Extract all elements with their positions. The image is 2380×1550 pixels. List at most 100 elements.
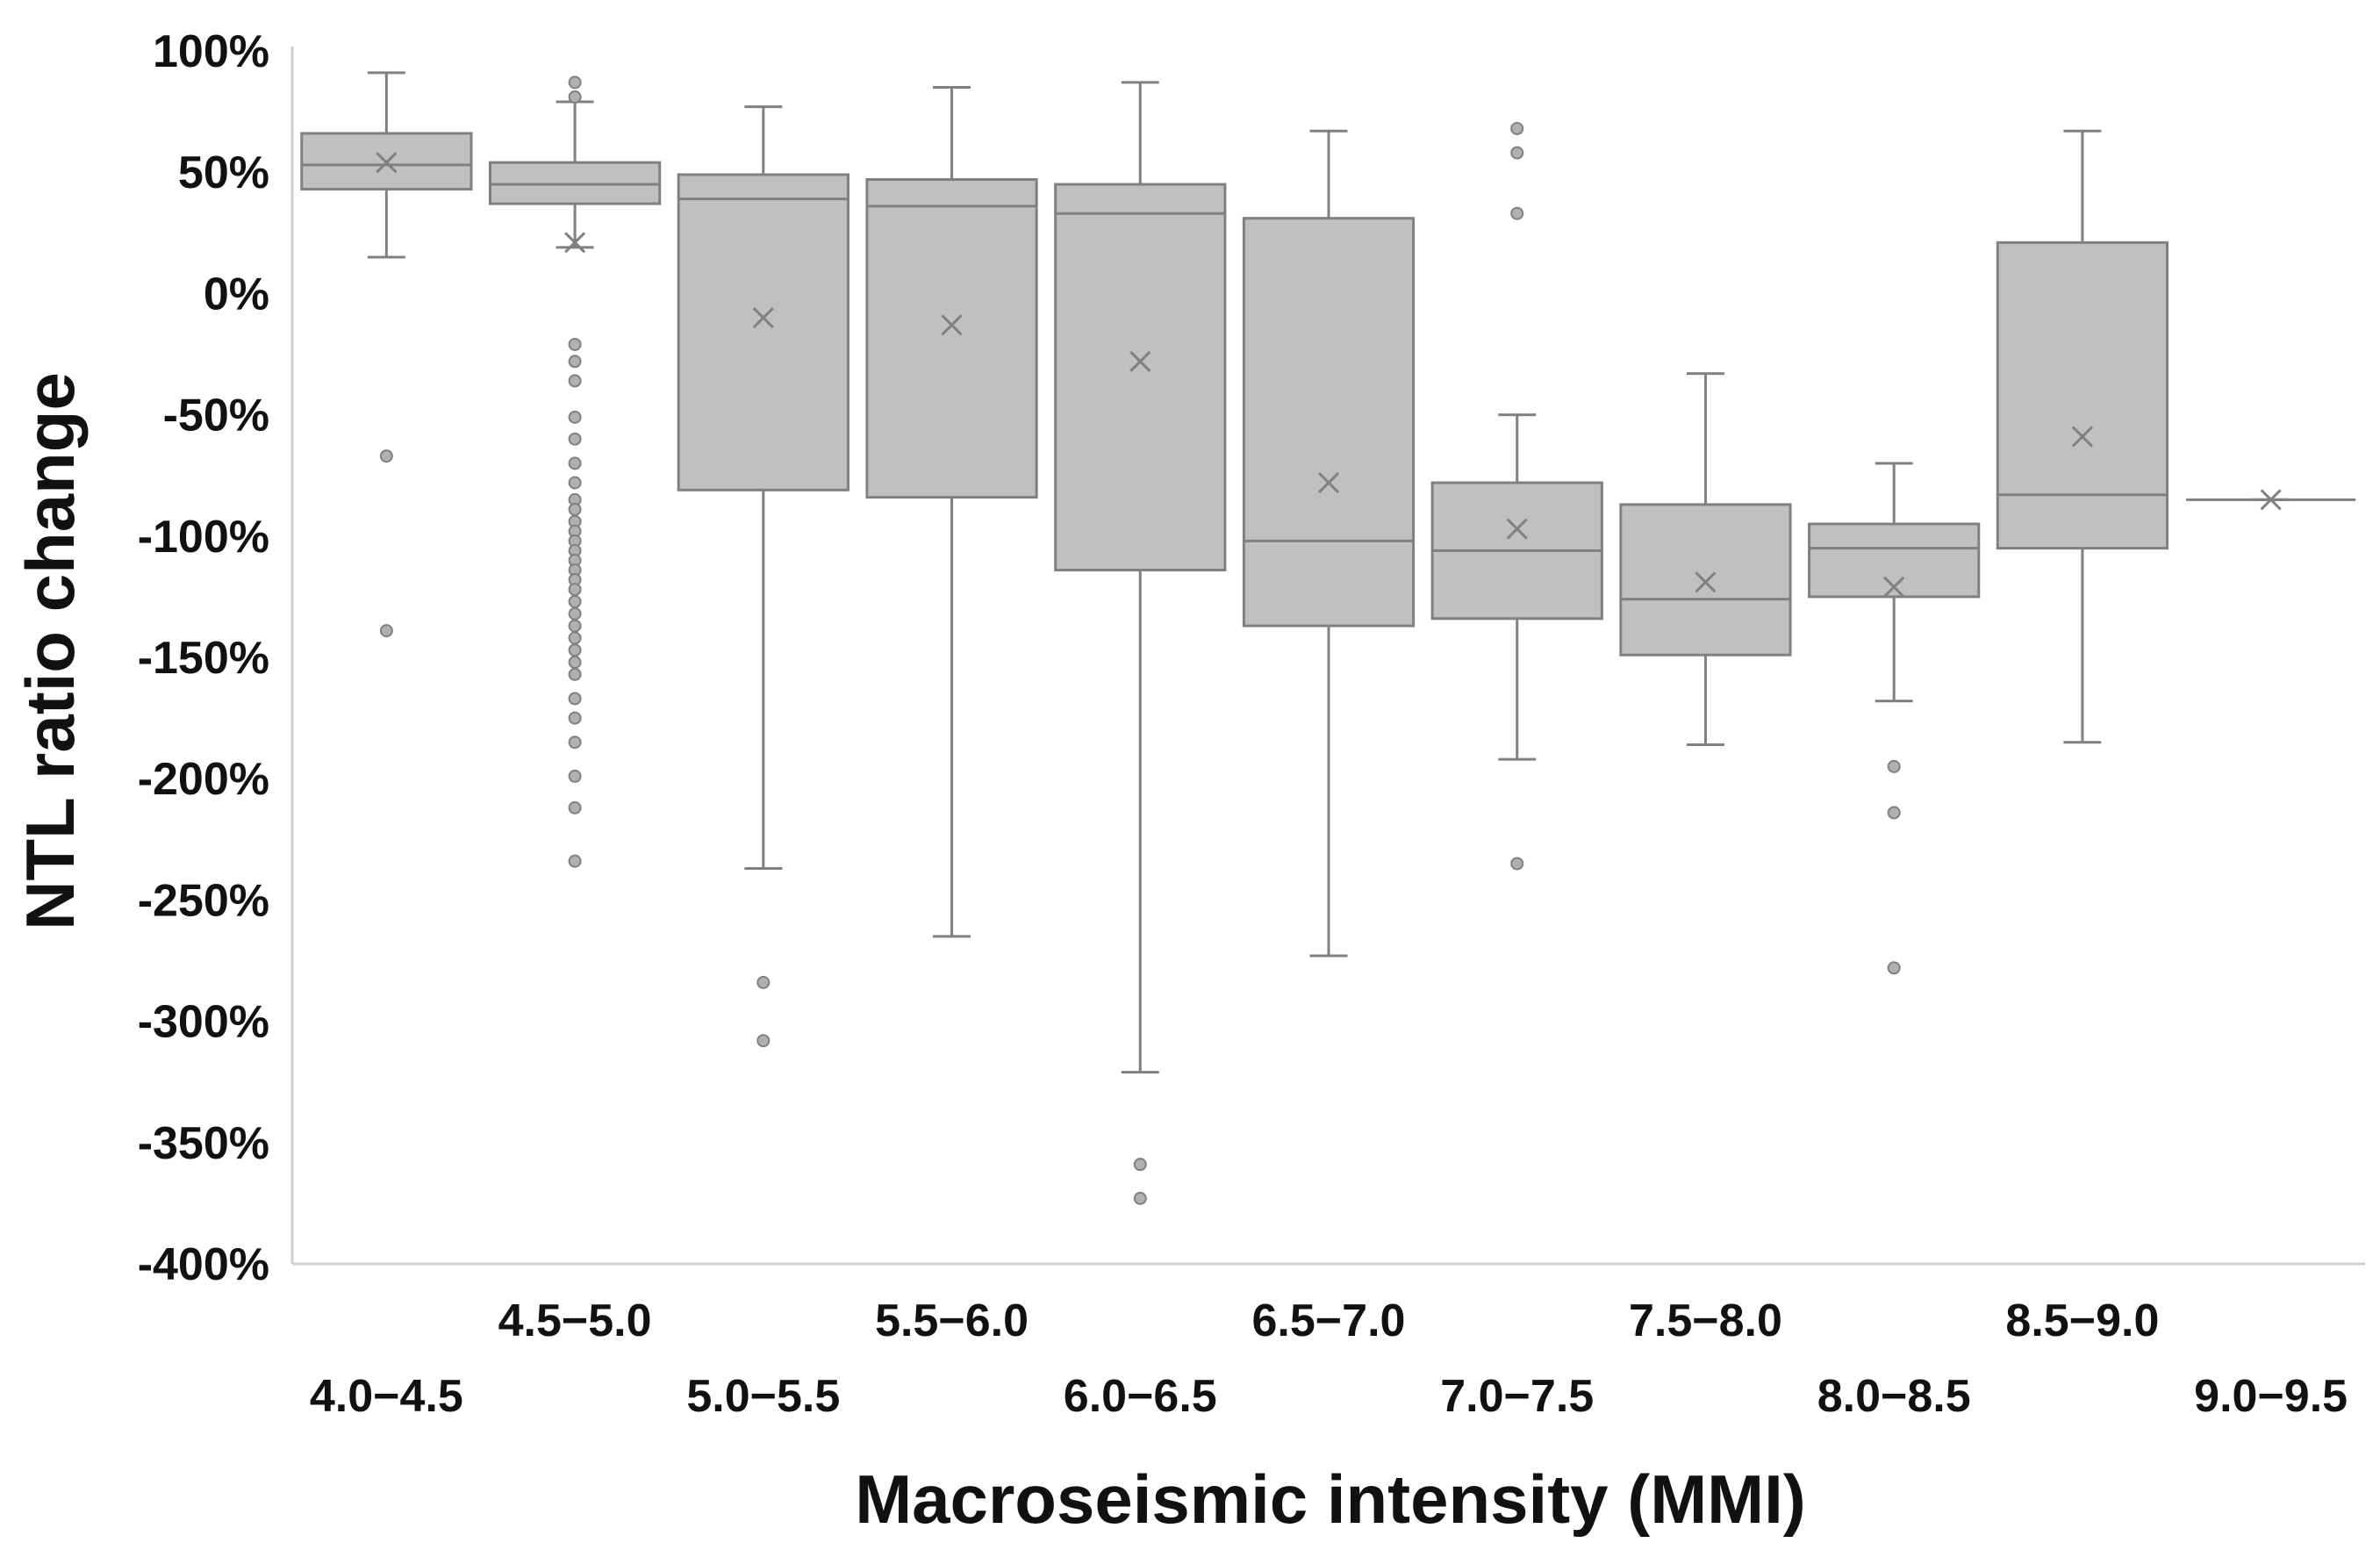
y-axis-title: NTL ratio change (11, 372, 89, 930)
outlier-point (568, 410, 582, 424)
y-tick-label: 50% (178, 147, 269, 198)
y-axis-tick-labels: 100% 50% 0% -50% -100% -150% -200% -250% -300% -3… (138, 26, 269, 1290)
x-category-label: 6.0−6.5 (1064, 1371, 1217, 1422)
box-group (300, 71, 473, 638)
mean-marker (2260, 489, 2282, 511)
box-group (865, 85, 1038, 938)
outlier-point (568, 75, 582, 90)
outlier-point (379, 624, 393, 638)
x-axis-title: Macroseismic intensity (MMI) (855, 1460, 1806, 1538)
iqr-box (1996, 240, 2169, 550)
outlier-point (568, 606, 582, 621)
outlier-point (568, 583, 582, 597)
x-category-label: 9.0−9.5 (2194, 1371, 2348, 1422)
iqr-box (1808, 522, 1981, 599)
mean-marker-stroke (752, 306, 774, 329)
outlier-point (568, 90, 582, 104)
mean-marker-stroke (2071, 426, 2093, 448)
y-tick-label: -250% (138, 875, 269, 926)
y-tick-label: 0% (204, 269, 269, 319)
outlier-point (1510, 121, 1524, 135)
outlier-point (1887, 759, 1901, 773)
box-group (1996, 129, 2169, 744)
mean-marker-stroke (1317, 471, 1340, 494)
box-group (1430, 121, 1603, 871)
y-tick-label: -50% (163, 391, 269, 441)
x-category-label: 5.5−6.0 (875, 1295, 1029, 1346)
outlier-point (568, 432, 582, 446)
mean-marker-stroke (1883, 576, 1905, 598)
outlier-point (568, 854, 582, 868)
x-category-label: 7.5−8.0 (1629, 1295, 1782, 1346)
outlier-point (568, 337, 582, 351)
y-tick-label: -350% (138, 1118, 269, 1169)
outlier-point (568, 502, 582, 516)
x-category-label: 4.0−4.5 (310, 1371, 463, 1422)
outlier-point (1510, 206, 1524, 220)
outlier-point (1510, 857, 1524, 871)
iqr-box (1619, 503, 1792, 657)
outlier-point (1133, 1191, 1147, 1205)
y-tick-label: -300% (138, 997, 269, 1048)
x-category-label: 4.5−5.0 (498, 1295, 652, 1346)
mean-marker (941, 314, 963, 336)
outlier-point (568, 631, 582, 645)
mean-marker-stroke (1129, 350, 1151, 372)
outlier-point (1133, 1158, 1147, 1172)
outlier-point (568, 656, 582, 670)
outlier-point (568, 692, 582, 706)
mean-marker-stroke (2260, 489, 2282, 511)
y-tick-label: -200% (138, 754, 269, 805)
mean-marker (1695, 571, 1717, 593)
outlier-point (756, 975, 771, 989)
outlier-point (568, 667, 582, 681)
box-group (2186, 489, 2356, 511)
mean-marker (376, 152, 398, 174)
outlier-point (568, 476, 582, 490)
iqr-box (677, 173, 849, 492)
outlier-point (1510, 146, 1524, 160)
mean-marker (1506, 518, 1528, 540)
outlier-point (568, 355, 582, 369)
outlier-point (756, 1034, 771, 1048)
mean-marker-stroke (376, 152, 398, 174)
x-axis-category-labels: 4.0−4.5 4.5−5.0 5.0−5.5 5.5−6.0 6.0−6.5 6.5−7… (310, 1295, 2348, 1422)
iqr-box (1242, 217, 1416, 628)
x-category-label: 5.0−5.5 (686, 1371, 840, 1422)
outlier-point (379, 449, 393, 463)
plot-area (290, 47, 2365, 1266)
outlier-point (568, 619, 582, 633)
outlier-point (568, 456, 582, 470)
iqr-box (300, 132, 473, 191)
x-category-label: 6.5−7.0 (1252, 1295, 1406, 1346)
mean-marker-stroke (1506, 518, 1528, 540)
y-tick-label: 100% (153, 26, 269, 77)
outlier-point (568, 643, 582, 657)
mean-marker (1883, 576, 1905, 598)
box-group (488, 75, 662, 868)
outlier-point (1887, 961, 1901, 975)
mean-marker (564, 232, 586, 254)
outlier-point (568, 711, 582, 725)
x-category-label: 8.5−9.0 (2005, 1295, 2159, 1346)
box-group (1054, 81, 1227, 1205)
outlier-point (568, 769, 582, 783)
box-group (677, 105, 849, 1048)
box-group (1242, 129, 1416, 958)
outlier-point (568, 800, 582, 814)
iqr-box (1054, 183, 1227, 571)
mean-marker (1129, 350, 1151, 372)
x-category-label: 8.0−8.5 (1817, 1371, 1971, 1422)
outlier-point (568, 736, 582, 750)
y-tick-label: -400% (138, 1239, 269, 1290)
mean-marker-stroke (941, 314, 963, 336)
y-tick-label: -100% (138, 512, 269, 563)
mean-marker (1317, 471, 1340, 494)
outlier-point (568, 374, 582, 388)
x-category-label: 7.0−7.5 (1440, 1371, 1594, 1422)
iqr-box (865, 177, 1038, 499)
box-group (1808, 462, 1981, 975)
box-group (1619, 372, 1792, 747)
outlier-point (1887, 806, 1901, 820)
